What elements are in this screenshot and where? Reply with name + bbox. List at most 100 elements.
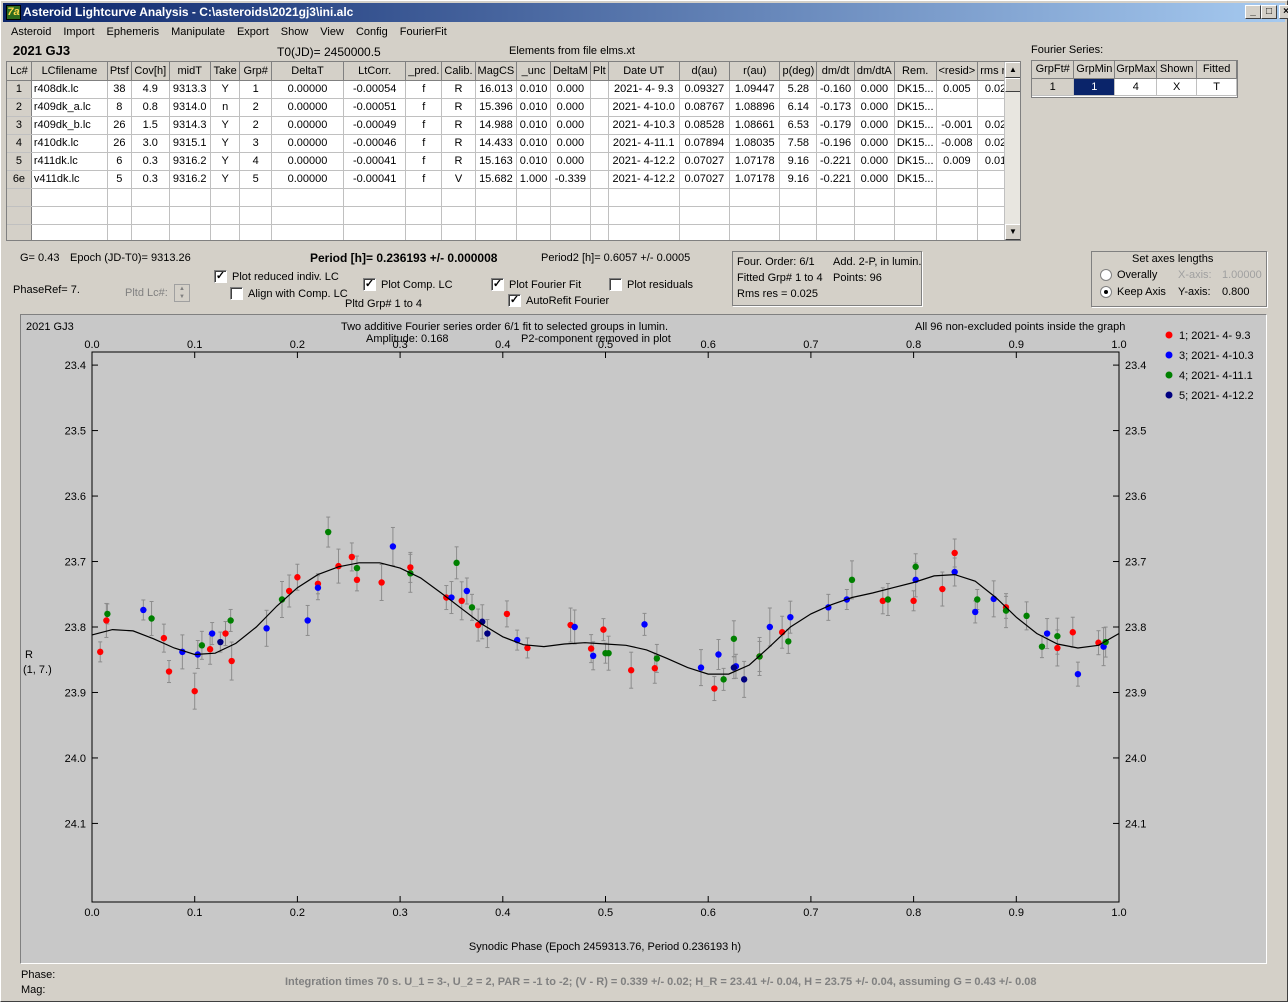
radio-icon[interactable]: [1100, 269, 1112, 281]
table-cell[interactable]: -0.00051: [343, 98, 407, 117]
pltd-lc-spinner[interactable]: ▲ ▼: [174, 284, 190, 302]
table-cell[interactable]: [516, 224, 551, 240]
table-cell[interactable]: [343, 224, 407, 240]
table-row[interactable]: 1 r408dk.lc 38 4.9 9313.3 Y 1 0.00000 -0.00054 f R…: [7, 80, 1020, 99]
align-comp-checkbox[interactable]: Align with Comp. LC: [230, 287, 348, 300]
column-header[interactable]: Ptsf: [107, 62, 132, 81]
table-cell[interactable]: [854, 188, 895, 207]
spin-down-icon[interactable]: ▼: [179, 294, 185, 300]
table-cell[interactable]: [854, 206, 895, 225]
table-cell[interactable]: DK15...: [894, 134, 937, 153]
table-cell[interactable]: [816, 188, 855, 207]
row-header[interactable]: 4: [7, 134, 32, 153]
table-cell[interactable]: -0.00049: [343, 116, 407, 135]
check-icon[interactable]: ✓: [214, 270, 227, 283]
table-cell[interactable]: 0.00000: [271, 116, 345, 135]
table-cell[interactable]: 0.010: [516, 98, 551, 117]
table-cell[interactable]: 1.08896: [729, 98, 781, 117]
table-cell[interactable]: -0.179: [816, 116, 855, 135]
table-cell[interactable]: [590, 188, 609, 207]
close-button[interactable]: ×: [1279, 5, 1288, 19]
table-cell[interactable]: [936, 188, 979, 207]
xaxis-value[interactable]: 1.00000: [1222, 269, 1262, 281]
table-cell[interactable]: [405, 224, 443, 240]
row-header[interactable]: [7, 224, 32, 240]
column-header[interactable]: Grp#: [239, 62, 272, 81]
table-cell[interactable]: 15.682: [475, 170, 518, 189]
table-cell[interactable]: 1.09447: [729, 80, 781, 99]
check-icon[interactable]: ✓: [363, 278, 376, 291]
table-cell[interactable]: f: [405, 80, 443, 99]
table-cell[interactable]: 9.16: [779, 170, 818, 189]
table-cell[interactable]: DK15...: [894, 116, 937, 135]
autorefit-checkbox[interactable]: ✓ AutoRefit Fourier: [508, 294, 609, 307]
table-cell[interactable]: [590, 98, 609, 117]
table-cell[interactable]: R: [441, 134, 476, 153]
table-cell[interactable]: 6: [107, 152, 132, 171]
table-cell[interactable]: 0.009: [936, 152, 979, 171]
table-cell[interactable]: DK15...: [894, 98, 937, 117]
table-cell[interactable]: DK15...: [894, 170, 937, 189]
column-header[interactable]: Lc#: [7, 62, 32, 81]
table-cell[interactable]: 26: [107, 134, 132, 153]
table-cell[interactable]: r410dk.lc: [31, 134, 108, 153]
table-cell[interactable]: 3.0: [131, 134, 170, 153]
table-cell[interactable]: [441, 206, 476, 225]
table-cell[interactable]: [131, 224, 170, 240]
table-cell[interactable]: -0.221: [816, 170, 855, 189]
plot-comp-checkbox[interactable]: ✓ Plot Comp. LC: [363, 278, 453, 291]
table-cell[interactable]: 0.00000: [271, 170, 345, 189]
menu-config[interactable]: Config: [355, 26, 388, 38]
table-cell[interactable]: -0.339: [550, 170, 591, 189]
table-cell[interactable]: -0.001: [936, 116, 979, 135]
overally-radio[interactable]: Overally: [1100, 269, 1157, 281]
table-row[interactable]: 4 r410dk.lc 26 3.0 9315.1 Y 3 0.00000 -0.00046 f R…: [7, 134, 1020, 153]
check-icon[interactable]: [230, 287, 243, 300]
table-cell[interactable]: 9316.2: [169, 152, 211, 171]
column-header[interactable]: _unc: [516, 62, 551, 81]
table-cell[interactable]: [679, 188, 731, 207]
table-cell[interactable]: -0.00054: [343, 80, 407, 99]
row-header[interactable]: 6e: [7, 170, 32, 189]
table-cell[interactable]: 2021- 4-12.2: [608, 152, 680, 171]
table-cell[interactable]: -0.173: [816, 98, 855, 117]
table-cell[interactable]: [107, 224, 132, 240]
table-cell[interactable]: 1: [239, 80, 272, 99]
column-header[interactable]: Calib.: [441, 62, 476, 81]
menu-fourierfit[interactable]: FourierFit: [399, 26, 447, 38]
table-cell[interactable]: 0.000: [550, 116, 591, 135]
table-cell[interactable]: -0.008: [936, 134, 979, 153]
app-icon[interactable]: 7a: [6, 5, 21, 20]
column-header[interactable]: _pred.: [405, 62, 443, 81]
column-header[interactable]: LCfilename: [31, 62, 108, 81]
lightcurve-table[interactable]: Lc# LCfilename Ptsf Cov[h] midT Take Grp# Delta…: [6, 61, 1021, 241]
table-cell[interactable]: 0.000: [550, 152, 591, 171]
table-cell[interactable]: -0.00041: [343, 170, 407, 189]
table-cell[interactable]: [590, 116, 609, 135]
column-header[interactable]: d(au): [679, 62, 731, 81]
check-icon[interactable]: ✓: [491, 278, 504, 291]
table-cell[interactable]: [550, 188, 591, 207]
table-cell[interactable]: 9316.2: [169, 170, 211, 189]
table-cell[interactable]: Y: [210, 134, 241, 153]
table-cell[interactable]: 6.53: [779, 116, 818, 135]
table-cell[interactable]: 0.09327: [679, 80, 731, 99]
table-cell[interactable]: 0.3: [131, 152, 170, 171]
table-cell[interactable]: 0.000: [854, 116, 895, 135]
table-cell[interactable]: 9313.3: [169, 80, 211, 99]
table-cell[interactable]: 2021- 4-12.2: [608, 170, 680, 189]
table-cell[interactable]: DK15...: [894, 152, 937, 171]
table-cell[interactable]: 0.00000: [271, 98, 345, 117]
table-cell[interactable]: f: [405, 116, 443, 135]
fourier-cell-grpmax[interactable]: 4: [1114, 78, 1158, 96]
table-row[interactable]: 2 r409dk_a.lc 8 0.8 9314.0 n 2 0.00000 -0.00051 f…: [7, 98, 1020, 117]
table-cell[interactable]: 7.58: [779, 134, 818, 153]
table-cell[interactable]: 16.013: [475, 80, 518, 99]
table-cell[interactable]: [343, 206, 407, 225]
table-cell[interactable]: 0.000: [854, 134, 895, 153]
table-row[interactable]: [7, 188, 1020, 207]
scroll-thumb[interactable]: [1005, 78, 1020, 92]
table-cell[interactable]: 0.3: [131, 170, 170, 189]
fourier-cell-grpmin[interactable]: 1: [1073, 78, 1116, 96]
table-cell[interactable]: [441, 224, 476, 240]
